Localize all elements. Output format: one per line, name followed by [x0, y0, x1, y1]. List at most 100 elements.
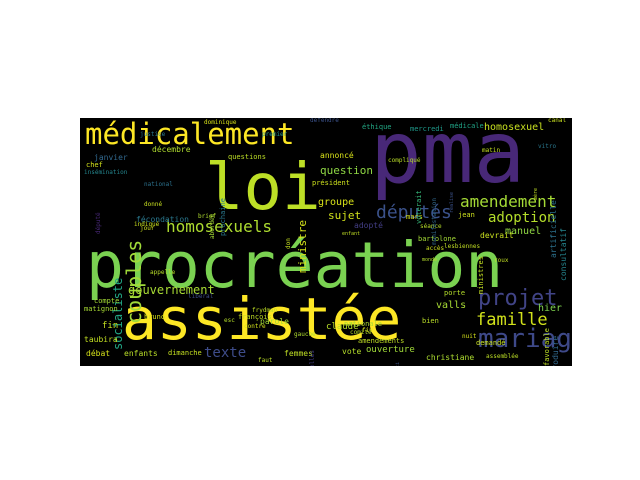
word-vote: vote	[342, 347, 362, 356]
word-compte: compte	[94, 297, 120, 305]
word-hier: hier	[538, 303, 563, 314]
word-contre: brief	[198, 213, 217, 220]
word-acces: faut	[258, 357, 273, 364]
word-comite: nationale	[344, 320, 382, 328]
word-vitro: favorable	[543, 328, 551, 366]
word-dimanche: dimanche	[168, 349, 202, 357]
word-jean: porte	[444, 289, 466, 297]
word-realise: mère	[533, 187, 539, 200]
word-brief: jour	[140, 225, 155, 232]
word-ministre: ministre	[296, 220, 309, 273]
word-bruno: françois	[238, 313, 272, 321]
word-homosexuels: homosexuels	[166, 217, 272, 236]
word-introduire: demandé	[476, 339, 506, 347]
word-assemblee: assemblée	[486, 353, 519, 360]
word-christiane: christiane	[426, 353, 475, 362]
word-don: fiv	[362, 327, 373, 334]
word-questions: décembre	[152, 145, 191, 154]
word-defendre: dominique	[204, 119, 237, 126]
word-insemination: homosexuelles	[309, 350, 316, 366]
word-taubira: taubira	[84, 335, 118, 344]
word-parole: parole	[260, 317, 289, 326]
word-canal: médicale	[450, 122, 484, 130]
word-mere: insémination	[84, 169, 128, 176]
word-sujet: sujet	[328, 209, 362, 222]
word-abordee: appelle	[150, 269, 176, 276]
word-decembre: fécondation	[136, 215, 189, 224]
word-justice: manifestation	[431, 198, 438, 245]
word-fiv: bien	[422, 317, 439, 325]
word-debat: débat	[86, 349, 111, 358]
word-texte: texte	[204, 345, 247, 361]
word-gouvernement: gouvernement	[128, 283, 215, 297]
word-mars: jean	[458, 211, 475, 219]
word-mercredi: éthique	[362, 123, 392, 131]
word-chef: janvier	[94, 153, 128, 162]
word-adopte: questions	[228, 153, 266, 161]
word-medicale: mercredi	[410, 125, 444, 133]
word-premier: berlinotti	[395, 362, 401, 366]
word-adoption: adoption	[488, 210, 556, 226]
word-enfants: enfants	[124, 349, 158, 358]
word-liberal: prochaine	[219, 198, 227, 236]
word-amendements: président	[312, 179, 350, 187]
word-question: question	[320, 164, 373, 177]
word-deputes: députés	[376, 202, 452, 223]
word-nationale: amendements	[358, 337, 405, 345]
word-valls: valls	[436, 300, 467, 311]
word-demande: premier	[262, 131, 288, 138]
word-annonce: adopté	[354, 221, 383, 230]
word-ethique: ministres	[477, 256, 485, 294]
word-manuel: manuel	[505, 226, 542, 237]
word-ministres: comité	[350, 329, 372, 336]
word-francois: chef	[86, 161, 103, 169]
word-depute: justice	[140, 131, 166, 138]
word-medicalement: médicalement	[85, 118, 295, 151]
word-president: annoncé	[320, 151, 354, 160]
word-groupe: groupe	[318, 197, 355, 208]
word-indique: matignon	[84, 305, 118, 313]
word-jour: roux	[494, 257, 509, 264]
word-dominique: accès	[426, 245, 445, 252]
word-janvier: canal	[548, 118, 567, 124]
word-voterait: artificielle	[549, 200, 558, 258]
word-donne: défendre	[310, 118, 339, 124]
word-couples: couples	[122, 239, 146, 324]
word-ouverture: ouverture	[366, 345, 415, 355]
word-pma: pma	[370, 118, 526, 203]
word-femmes: femmes	[284, 349, 313, 358]
word-lesbiennes: bartolone	[418, 235, 456, 243]
word-projet: projet	[478, 286, 558, 311]
word-faut: esc	[224, 317, 235, 324]
word-claude: claude	[326, 322, 359, 332]
word-fin: fin	[102, 321, 119, 331]
word-roux: nuit	[462, 333, 477, 340]
word-homosexuelles: libéral	[188, 293, 214, 300]
word-procreation: procréation	[86, 229, 504, 302]
word-mariage: mariage	[478, 324, 572, 354]
word-nuit: compliqué	[388, 157, 421, 164]
word-consultatif: introduire	[551, 335, 560, 366]
word-esc: frydman	[252, 307, 278, 314]
word-famille: famille	[476, 310, 548, 330]
word-loi: loi	[205, 151, 321, 225]
word-suivante: réalise	[449, 191, 455, 213]
word-amendement: amendement	[460, 192, 557, 211]
word-assistee: assistée	[122, 285, 402, 353]
word-porte: bruno	[144, 313, 166, 321]
word-prochaine: député	[95, 212, 102, 234]
word-favorable: monde	[422, 257, 438, 263]
word-cloud: procréation assistée pma loi médicalemen…	[80, 118, 572, 366]
word-complique: national	[144, 181, 173, 188]
word-monde: enfant	[342, 231, 361, 237]
word-manifestation: voterait	[415, 190, 423, 224]
word-artificielle: consultatif	[559, 228, 568, 281]
word-devrait: devrait	[480, 231, 514, 240]
word-bartolone: mars	[406, 213, 423, 221]
word-appelle: donné	[144, 201, 163, 208]
word-homosexuel: homosexuel	[484, 122, 545, 133]
word-gauche: don	[285, 238, 292, 249]
word-enfant: contre	[244, 323, 266, 330]
word-matignon: gauche	[294, 331, 316, 338]
word-bien: séance	[420, 223, 442, 230]
